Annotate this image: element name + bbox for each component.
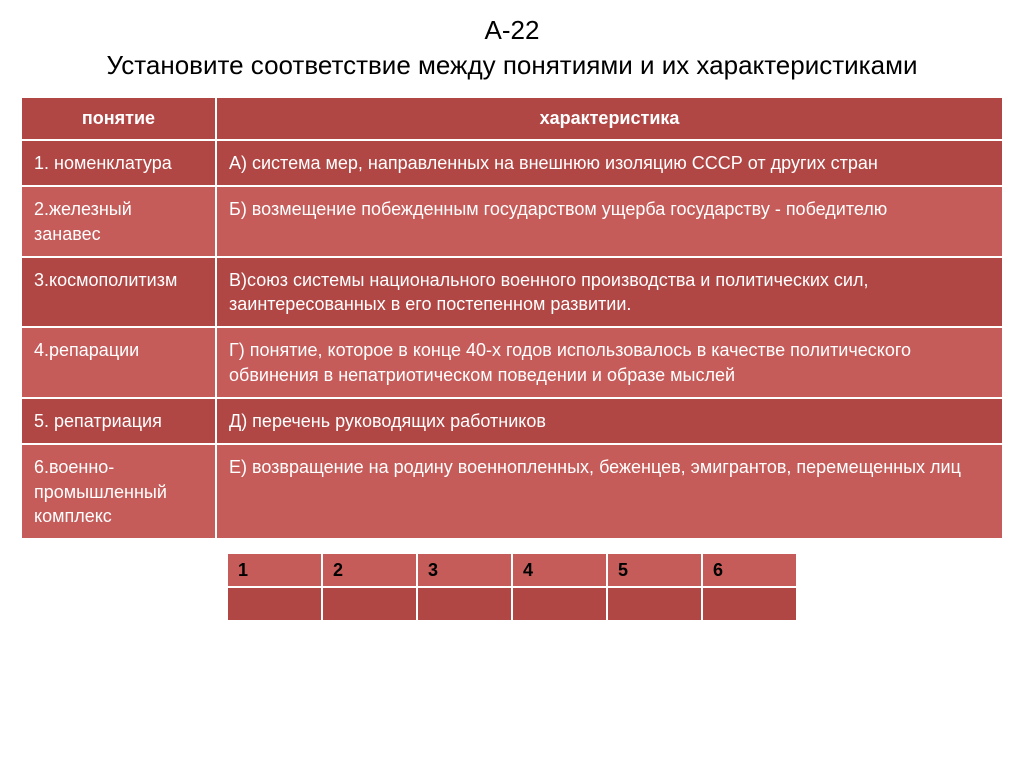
answer-header-cell: 1: [227, 553, 322, 587]
cell-characteristic: В)союз системы национального военного пр…: [216, 257, 1003, 328]
table-row: 1. номенклатура А) система мер, направле…: [21, 140, 1003, 186]
answer-header-cell: 5: [607, 553, 702, 587]
answer-header-cell: 4: [512, 553, 607, 587]
matching-table: понятие характеристика 1. номенклатура А…: [20, 96, 1004, 540]
header-concept: понятие: [21, 97, 216, 140]
answer-input-cell[interactable]: [607, 587, 702, 621]
table-row: 4.репарации Г) понятие, которое в конце …: [21, 327, 1003, 398]
cell-concept: 3.космополитизм: [21, 257, 216, 328]
cell-concept: 1. номенклатура: [21, 140, 216, 186]
cell-concept: 5. репатриация: [21, 398, 216, 444]
answer-input-cell[interactable]: [417, 587, 512, 621]
title-line-2: Установите соответствие между понятиями …: [20, 50, 1004, 81]
table-row: 2.железный занавес Б) возмещение побежде…: [21, 186, 1003, 257]
answer-input-cell[interactable]: [227, 587, 322, 621]
answer-grid-wrap: 1 2 3 4 5 6: [20, 552, 1004, 622]
cell-characteristic: Е) возвращение на родину военнопленных, …: [216, 444, 1003, 539]
cell-characteristic: А) система мер, направленных на внешнюю …: [216, 140, 1003, 186]
table-row: 5. репатриация Д) перечень руководящих р…: [21, 398, 1003, 444]
cell-characteristic: Г) понятие, которое в конце 40-х годов и…: [216, 327, 1003, 398]
answer-input-cell[interactable]: [702, 587, 797, 621]
answer-input-cell[interactable]: [322, 587, 417, 621]
answer-grid: 1 2 3 4 5 6: [226, 552, 798, 622]
cell-characteristic: Д) перечень руководящих работников: [216, 398, 1003, 444]
title-block: А-22 Установите соответствие между понят…: [20, 15, 1004, 81]
answer-header-cell: 3: [417, 553, 512, 587]
cell-concept: 4.репарации: [21, 327, 216, 398]
cell-concept: 6.военно-промышленный комплекс: [21, 444, 216, 539]
answer-header-cell: 2: [322, 553, 417, 587]
cell-concept: 2.железный занавес: [21, 186, 216, 257]
answer-header-cell: 6: [702, 553, 797, 587]
title-line-1: А-22: [20, 15, 1004, 46]
cell-characteristic: Б) возмещение побежденным государством у…: [216, 186, 1003, 257]
answer-input-cell[interactable]: [512, 587, 607, 621]
table-row: 6.военно-промышленный комплекс Е) возвра…: [21, 444, 1003, 539]
table-row: 3.космополитизм В)союз системы националь…: [21, 257, 1003, 328]
header-characteristic: характеристика: [216, 97, 1003, 140]
